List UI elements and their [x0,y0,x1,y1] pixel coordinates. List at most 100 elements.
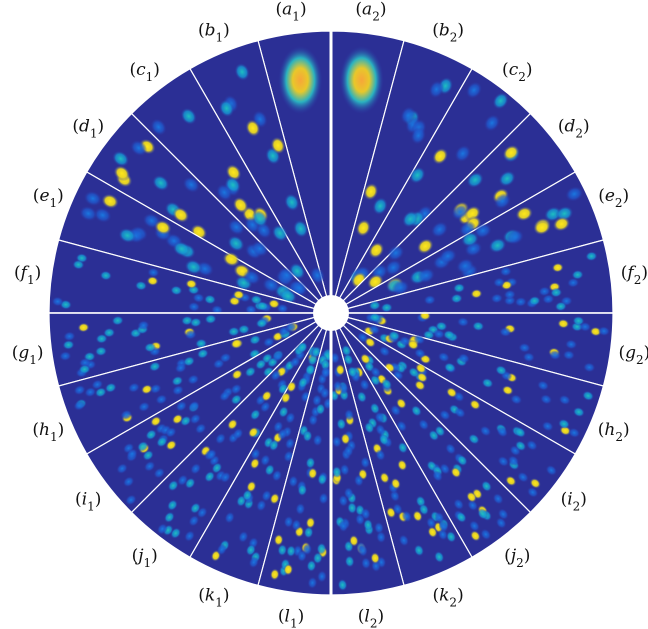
sector-label: (k2) [432,585,463,609]
label-open: ( [621,263,628,283]
sector-label: (g2) [618,342,648,366]
label-close: ) [526,60,533,80]
sector-label: (f1) [14,263,41,287]
sector-label: (h2) [598,420,630,444]
label-letter: h [39,420,50,440]
label-close: ) [623,420,630,440]
sector-label: (g1) [12,342,44,366]
label-open: ( [358,606,365,626]
label-sub: 2 [516,555,524,569]
center-hole [313,295,349,331]
label-sub: 1 [144,555,152,569]
label-close: ) [524,545,531,565]
label-open: ( [32,420,39,440]
sector-label: (d1) [72,116,104,140]
label-close: ) [644,342,648,362]
label-close: ) [223,20,230,40]
label-open: ( [12,342,19,362]
label-letter: h [604,420,615,440]
label-open: ( [198,20,205,40]
label-sub: 2 [372,9,380,23]
label-letter: c [136,60,146,80]
label-letter: g [625,342,636,362]
label-sub: 1 [90,126,98,140]
sector-label: (f2) [621,263,648,287]
sector-label: (c2) [502,60,532,84]
label-open: ( [504,545,511,565]
label-open: ( [278,606,285,626]
label-letter: e [39,185,49,205]
label-sub: 1 [87,499,95,513]
label-open: ( [14,263,21,283]
sector-label: (l2) [358,606,384,629]
label-open: ( [355,0,362,19]
label-sub: 1 [290,616,298,629]
label-sub: 1 [146,70,154,84]
label-close: ) [95,489,102,509]
label-open: ( [198,585,205,605]
label-open: ( [502,60,509,80]
label-sub: 1 [216,30,224,44]
label-open: ( [75,489,82,509]
label-sub: 2 [634,273,642,287]
label-sub: 2 [450,30,458,44]
label-close: ) [57,185,64,205]
label-close: ) [580,489,587,509]
disk [47,29,615,597]
sector-label: (i2) [561,489,587,513]
label-close: ) [641,263,648,283]
label-close: ) [58,420,65,440]
label-close: ) [300,0,307,19]
label-sub: 1 [29,352,37,366]
label-sub: 1 [50,430,58,444]
label-close: ) [151,545,158,565]
label-letter: e [605,185,615,205]
sector-label: (d2) [558,116,590,140]
spot [340,46,384,114]
sector-label: (e2) [598,185,629,209]
label-sub: 2 [615,195,623,209]
sector-label: (k1) [198,585,229,609]
figure: (a1)(b1)(c1)(d1)(e1)(f1)(g1)(h1)(i1)(j1)… [0,0,648,629]
sector-label: (h1) [32,420,64,444]
label-sub: 2 [573,499,581,513]
sector-label: (j2) [504,545,530,569]
sector-label: (j1) [132,545,158,569]
label-close: ) [377,606,384,626]
label-letter: d [79,116,90,136]
label-open: ( [432,20,439,40]
label-sub: 2 [575,126,583,140]
label-close: ) [35,263,42,283]
label-close: ) [37,342,44,362]
sector-label: (i1) [75,489,101,513]
sector-label: (b1) [198,20,230,44]
label-letter: c [509,60,519,80]
label-letter: k [439,585,449,605]
label-sub: 1 [215,595,223,609]
label-letter: d [565,116,576,136]
label-sub: 2 [636,352,644,366]
label-close: ) [583,116,590,136]
label-close: ) [223,585,230,605]
label-close: ) [457,585,464,605]
label-close: ) [457,20,464,40]
label-close: ) [153,60,160,80]
label-sub: 1 [27,273,35,287]
label-open: ( [129,60,136,80]
spot [278,46,322,114]
label-open: ( [618,342,625,362]
sector-label: (c1) [129,60,159,84]
label-sub: 2 [449,595,457,609]
label-close: ) [298,606,305,626]
label-letter: b [205,20,216,40]
label-letter: a [362,0,372,19]
sector-label: (e1) [33,185,64,209]
label-open: ( [561,489,568,509]
label-close: ) [623,185,630,205]
label-sub: 2 [615,430,623,444]
label-sub: 2 [370,616,378,629]
label-open: ( [558,116,565,136]
label-open: ( [132,545,139,565]
sector-label: (b2) [432,20,464,44]
label-open: ( [33,185,40,205]
